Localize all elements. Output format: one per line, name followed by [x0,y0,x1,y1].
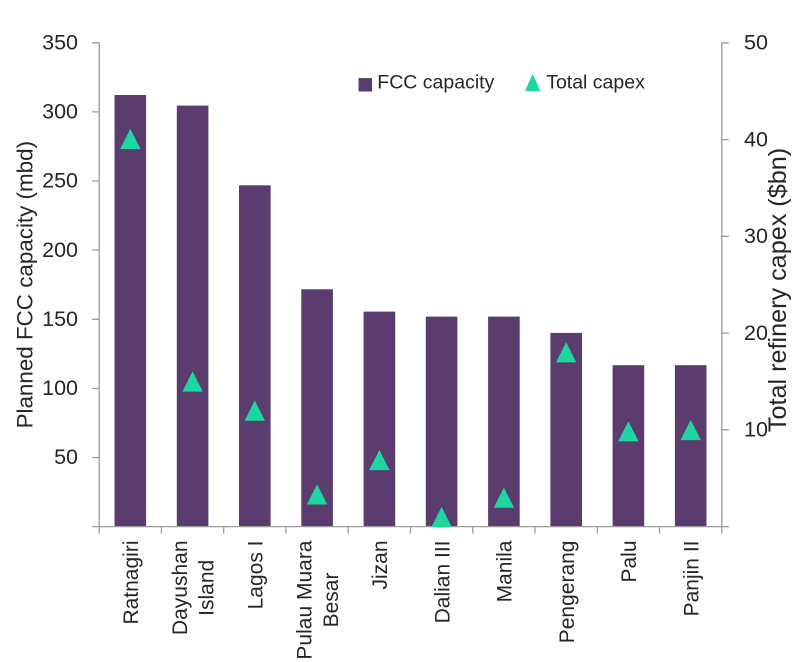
svg-text:Ratnagiri: Ratnagiri [120,541,143,625]
svg-text:Besar: Besar [320,573,343,628]
svg-text:Dayushan: Dayushan [169,541,192,636]
svg-text:Panjin II: Panjin II [680,541,703,617]
svg-text:30: 30 [744,224,768,248]
svg-text:Planned FCC capacity (mbd): Planned FCC capacity (mbd) [12,141,37,428]
svg-text:Dalian III: Dalian III [431,541,454,624]
svg-text:Total refinery capex ($bn): Total refinery capex ($bn) [764,148,792,432]
svg-text:100: 100 [42,376,78,400]
svg-text:40: 40 [744,127,768,151]
svg-text:Palu: Palu [618,541,641,583]
svg-text:Island: Island [195,560,218,616]
svg-text:Total capex: Total capex [546,71,645,93]
svg-text:150: 150 [42,307,78,331]
svg-text:200: 200 [42,238,78,262]
svg-text:Jizan: Jizan [369,541,392,590]
svg-text:300: 300 [42,100,78,124]
svg-text:350: 350 [42,31,78,55]
svg-text:20: 20 [744,321,768,345]
svg-text:50: 50 [54,445,78,469]
svg-text:Pulau Muara: Pulau Muara [294,540,317,659]
svg-text:Manila: Manila [494,540,517,602]
svg-text:Pengerang: Pengerang [556,541,579,644]
svg-text:250: 250 [42,169,78,193]
svg-text:10: 10 [744,418,768,442]
svg-text:Lagos I: Lagos I [245,541,268,610]
svg-text:50: 50 [744,31,768,55]
svg-text:FCC capacity: FCC capacity [377,71,494,93]
